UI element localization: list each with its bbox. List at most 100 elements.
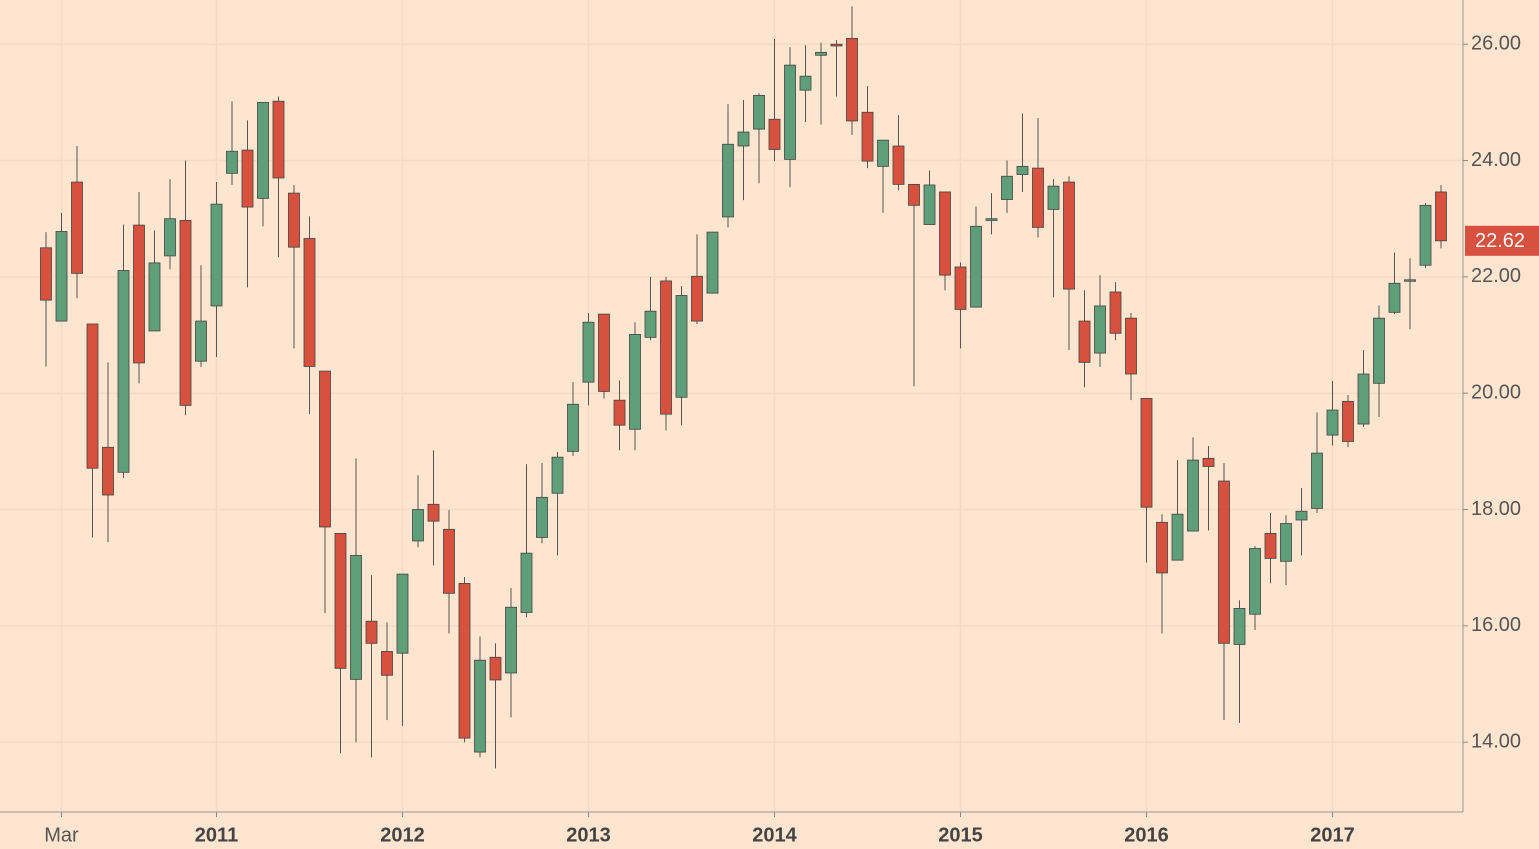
candle-body [1047,185,1060,210]
candle-body [877,139,889,167]
candle-body [148,262,161,332]
candle-body [908,183,920,206]
x-tick-label: 2016 [1124,824,1169,846]
candle-body [117,270,130,473]
candle-body [133,224,145,364]
y-tick-label: 14.00 [1471,730,1521,752]
candle-body [598,313,610,392]
candle-body [505,606,517,674]
candle-body [164,218,176,257]
candle-body [1032,167,1044,228]
candle-body [1295,510,1308,521]
candle-body [737,131,750,147]
x-tick-label: Mar [44,824,79,846]
y-tick-label: 24.00 [1471,149,1521,171]
candle-body [536,496,548,538]
candle-body [40,247,52,301]
candle-body [1419,204,1432,266]
candle-body [1094,305,1106,354]
candle-body [582,321,595,383]
candle-body [1249,548,1261,615]
candle-body [768,118,781,150]
candle-body [691,275,703,322]
candle-body [551,456,564,494]
candle-body [1373,317,1385,384]
candle-body [1156,521,1168,574]
candle-body [412,509,424,542]
candle-body [753,94,765,130]
candle-body [784,64,796,160]
candle-body [613,399,626,426]
candle-body [1016,165,1029,175]
candle-body [660,280,672,415]
x-tick-label: 2017 [1310,824,1355,846]
candle-body [1109,291,1122,334]
candle-body [706,231,719,294]
last-price-box [1465,225,1539,256]
candle-body [179,220,192,406]
candle-body [1001,175,1013,200]
candle-body [1435,191,1447,242]
candle-body [303,238,316,367]
candle-body [210,203,223,307]
candle-body [644,310,657,338]
candle-body [799,75,812,91]
candle-body [288,192,300,248]
candle-body [474,659,486,753]
x-tick-label: 2014 [752,824,797,846]
candle-body [1140,398,1153,508]
candle-body [1311,452,1323,509]
candle-body [334,532,347,669]
candle-body [1357,373,1370,425]
candle-body [629,334,641,430]
candle-body [1171,513,1184,561]
x-tick-label: 2012 [380,824,425,846]
candle-body [1233,608,1246,645]
candle-body [458,583,471,739]
candle-body [381,651,393,676]
candle-body [1078,320,1091,363]
y-tick-label: 26.00 [1471,32,1521,54]
y-tick-label: 22.00 [1471,265,1521,287]
candle-body [102,446,114,496]
candle-body [520,552,533,613]
candle-body [861,111,874,162]
candle-body [1404,279,1416,282]
candle-body [1342,400,1354,442]
candle-body [954,266,967,310]
last-price-label: 22.62 [1475,230,1525,252]
candle-body [55,231,68,322]
candle-body [1218,480,1230,644]
candle-body [226,150,238,174]
x-tick-label: 2015 [938,824,983,846]
candle-body [1187,459,1199,532]
candle-body [970,225,982,308]
candle-body [319,370,331,528]
candle-body [489,656,502,681]
candle-body [195,320,207,362]
candle-body [675,295,688,398]
x-tick-label: 2011 [195,824,238,846]
candle-body [427,503,440,522]
candle-body [71,181,83,274]
candle-body [722,143,734,218]
candle-body [1202,457,1215,467]
candle-body [1125,317,1137,375]
candle-body [830,43,843,47]
candle-body [985,218,998,221]
candle-body [846,37,858,122]
y-tick-label: 16.00 [1471,614,1521,636]
candle-body [272,100,285,179]
candle-body [396,573,409,654]
candle-body [567,403,579,452]
candle-body [241,149,254,208]
candle-body [443,528,455,594]
candle-body [86,323,99,469]
candle-body [1264,532,1277,559]
candle-body [892,145,905,185]
candle-body [1326,409,1339,436]
y-tick-label: 20.00 [1471,381,1521,403]
candle-body [365,620,378,644]
